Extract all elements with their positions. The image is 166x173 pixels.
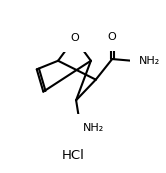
Text: NH₂: NH₂ (83, 122, 104, 133)
Text: NH₂: NH₂ (138, 56, 160, 66)
Text: O: O (70, 33, 79, 43)
Text: HCl: HCl (61, 149, 84, 162)
Text: O: O (108, 32, 117, 42)
